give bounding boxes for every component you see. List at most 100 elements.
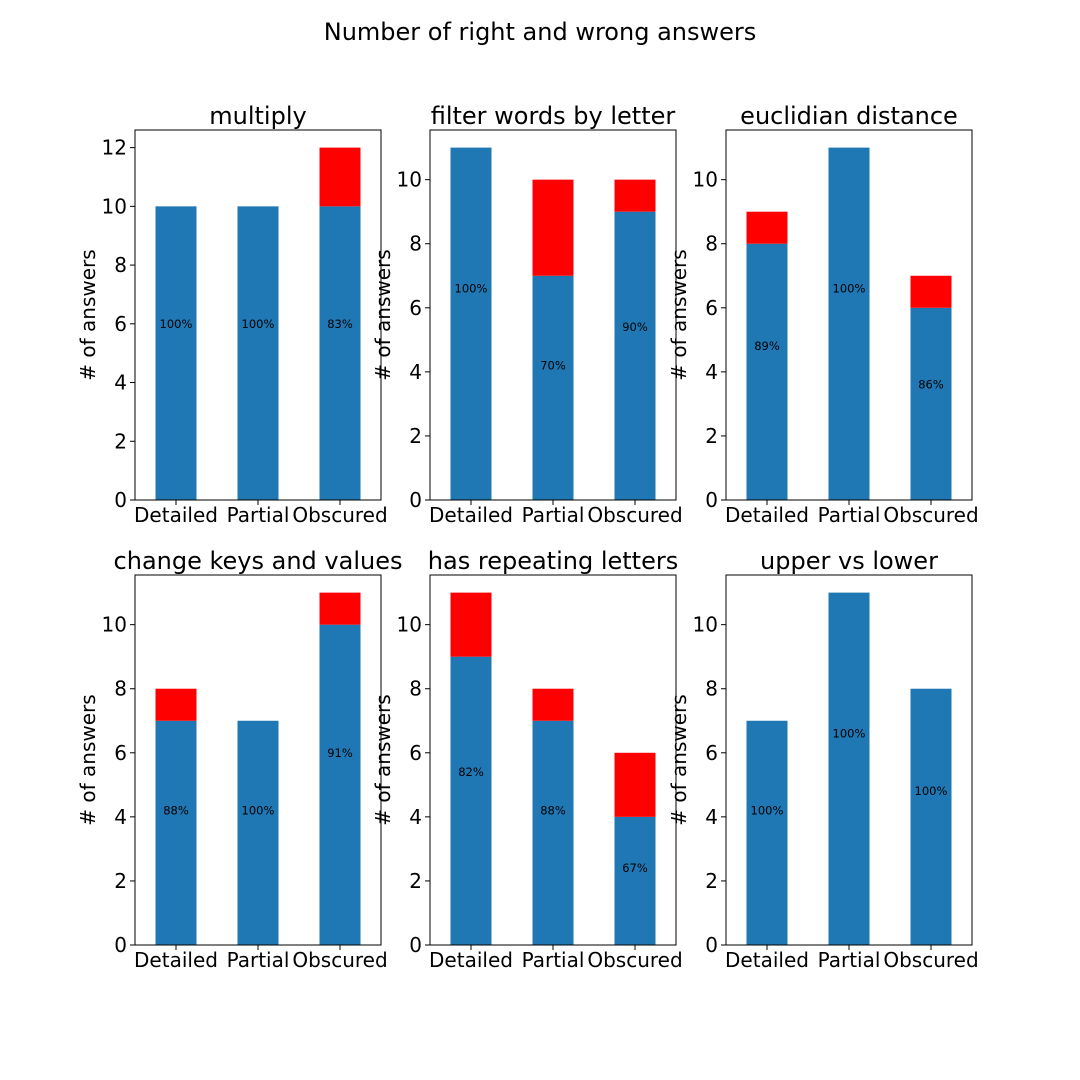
percent-label: 100% [833, 282, 866, 296]
y-tick-label: 2 [409, 424, 422, 448]
y-axis-label: # of answers [667, 249, 691, 380]
y-tick-label: 8 [409, 232, 422, 256]
x-tick-label: Detailed [134, 948, 218, 972]
subplot-grid: multiply # of answers 100% Detailed 100% Part… [76, 102, 979, 972]
y-tick-label: 6 [409, 296, 422, 320]
axes-frame [725, 574, 973, 946]
y-tick-label: 8 [705, 677, 718, 701]
percent-label: 86% [918, 378, 944, 392]
axes-frame [725, 129, 973, 501]
y-tick-label: 2 [705, 869, 718, 893]
bar-right-answers [237, 720, 279, 945]
y-tick-label: 8 [409, 677, 422, 701]
y-tick-label: 4 [114, 805, 127, 829]
axes-frame [429, 574, 677, 946]
y-tick-label: 0 [705, 933, 718, 957]
bar-right-answers [746, 720, 788, 945]
percent-label: 91% [327, 746, 353, 760]
x-tick-label: Obscured [883, 948, 978, 972]
percent-label: 83% [327, 317, 353, 331]
bar-right-answers [532, 275, 574, 500]
percent-label: 100% [242, 803, 275, 817]
y-tick-label: 10 [693, 613, 718, 637]
subplot: filter words by letter # of answers 100% De… [371, 102, 683, 527]
bar-right-answers [319, 206, 361, 500]
bar-right-answers [910, 307, 952, 500]
y-axis-label: # of answers [371, 694, 395, 825]
percent-label: 67% [622, 861, 648, 875]
y-tick-label: 6 [409, 741, 422, 765]
x-tick-label: Detailed [725, 503, 809, 527]
percent-label: 88% [163, 803, 189, 817]
x-tick-label: Partial [227, 948, 290, 972]
bar-right-answers [614, 816, 656, 945]
y-tick-label: 4 [705, 805, 718, 829]
y-tick-label: 6 [705, 741, 718, 765]
x-tick-label: Obscured [292, 948, 387, 972]
x-tick-label: Partial [522, 503, 585, 527]
bar-right-answers [746, 243, 788, 500]
bar-right-answers [450, 656, 492, 945]
percent-label: 100% [160, 317, 193, 331]
bar-right-answers [237, 206, 279, 500]
y-tick-label: 6 [705, 296, 718, 320]
y-tick-label: 2 [705, 424, 718, 448]
x-tick-label: Detailed [134, 503, 218, 527]
bar-wrong-answers [155, 688, 197, 721]
subplot: multiply # of answers 100% Detailed 100% Part… [76, 102, 388, 527]
percent-label: 90% [622, 320, 648, 334]
figure-title: Number of right and wrong answers [324, 18, 757, 46]
percent-label: 70% [540, 358, 566, 372]
bar-wrong-answers [319, 147, 361, 207]
x-tick-label: Detailed [429, 948, 513, 972]
axes-frame [134, 574, 382, 946]
y-tick-label: 8 [114, 253, 127, 277]
bar-wrong-answers [614, 752, 656, 817]
y-tick-label: 0 [409, 933, 422, 957]
bar-wrong-answers [450, 592, 492, 657]
bar-wrong-answers [910, 275, 952, 308]
subplot-title: change keys and values [114, 547, 403, 575]
y-axis-label: # of answers [76, 694, 100, 825]
y-tick-label: 0 [114, 488, 127, 512]
bar-right-answers [450, 147, 492, 500]
y-tick-label: 10 [397, 613, 422, 637]
y-tick-label: 4 [409, 805, 422, 829]
y-tick-label: 0 [114, 933, 127, 957]
x-tick-label: Partial [818, 503, 881, 527]
subplot-title: filter words by letter [431, 102, 676, 130]
x-tick-label: Detailed [725, 948, 809, 972]
subplot: euclidian distance # of answers 89% Detaile… [667, 102, 979, 527]
subplot: upper vs lower # of answers 100% Detailed 10… [667, 547, 979, 972]
bar-right-answers [155, 206, 197, 500]
percent-label: 100% [242, 317, 275, 331]
y-tick-label: 4 [705, 360, 718, 384]
bar-wrong-answers [532, 179, 574, 276]
x-tick-label: Partial [818, 948, 881, 972]
subplot: has repeating letters # of answers 82% Deta… [371, 547, 683, 972]
percent-label: 100% [455, 282, 488, 296]
y-axis-label: # of answers [76, 249, 100, 380]
bar-right-answers [910, 688, 952, 945]
bar-wrong-answers [319, 592, 361, 625]
subplot-title: has repeating letters [428, 547, 678, 575]
bar-right-answers [532, 720, 574, 945]
bar-right-answers [614, 211, 656, 501]
y-tick-label: 8 [114, 677, 127, 701]
y-tick-label: 2 [114, 869, 127, 893]
y-tick-label: 10 [102, 613, 127, 637]
subplot-title: upper vs lower [760, 547, 938, 575]
y-tick-label: 2 [114, 429, 127, 453]
y-tick-label: 4 [114, 371, 127, 395]
y-axis-label: # of answers [667, 694, 691, 825]
y-tick-label: 12 [102, 136, 127, 160]
y-tick-label: 8 [705, 232, 718, 256]
y-tick-label: 6 [114, 312, 127, 336]
percent-label: 82% [458, 765, 484, 779]
bar-wrong-answers [614, 179, 656, 212]
y-tick-label: 6 [114, 741, 127, 765]
axes-frame [429, 129, 677, 501]
bar-wrong-answers [746, 211, 788, 244]
percent-label: 89% [754, 339, 780, 353]
